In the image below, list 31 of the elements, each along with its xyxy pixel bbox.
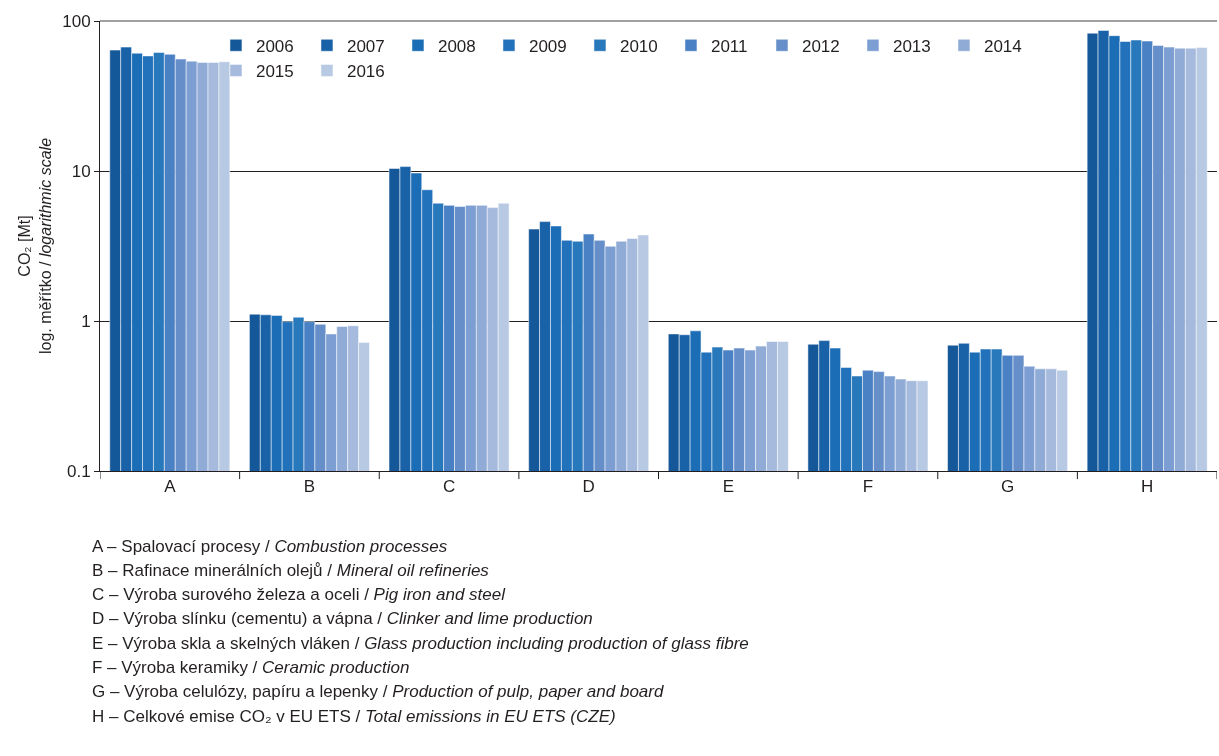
text: G – Výroba celulózy, papíru a lepenky / Production of pulp, paper and board [92,682,664,701]
legend-label: 2006 [255,36,294,56]
legend-label: 2011 [710,36,748,56]
legend-label: 2008 [437,36,476,56]
x-tick-label: A [164,477,177,497]
legend-label: 2014 [983,36,1022,56]
y-tick-label: 1 [81,311,91,331]
y-tick-label: 10 [71,161,91,181]
x-tick-label: D [582,477,595,497]
text: H – Celkové emise CO₂ v EU ETS / Total emissions in EU ETS (CZE) [92,707,616,726]
legend-label: 2010 [619,36,658,56]
legend-label: 2015 [255,62,294,82]
text: D – Výroba slínku (cementu) a vápna / Clinker and lime production [92,609,593,628]
legend-label: 2016 [346,62,385,82]
legend-label: 2012 [801,36,840,56]
legend-label: 2013 [892,36,931,56]
text: E – Výroba skla a skelných vláken / Glass production including production of glass fibre [92,634,749,653]
text: F – Výroba keramiky / Ceramic production [92,658,410,677]
x-tick-label: E [722,477,734,497]
text: B – Rafinace minerálních olejů / Mineral oil refineries [92,561,490,580]
text: A – Spalovací procesy / Combustion processes [92,537,448,556]
x-tick-label: F [862,477,874,497]
legend-label: 2009 [528,36,567,56]
text: C – Výroba surového železa a oceli / Pig iron and steel [92,585,507,604]
x-tick-label: B [303,477,316,497]
y-tick-label: 100 [62,11,91,31]
legend-label: 2007 [346,36,385,56]
x-tick-label: G [1000,477,1015,497]
y-tick-label: 0.1 [66,461,91,481]
x-tick-label: H [1141,477,1154,497]
x-tick-label: C [442,477,456,497]
